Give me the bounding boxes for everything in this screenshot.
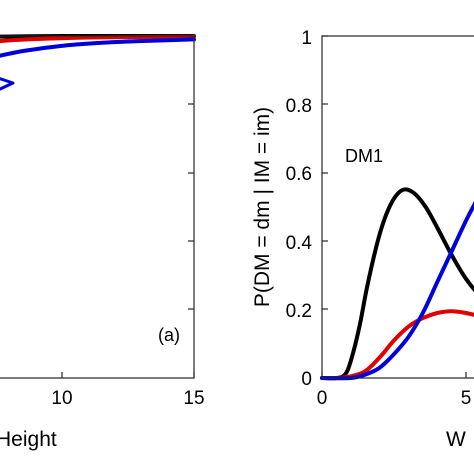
panel-b-ytick-0.8: 0.8 (286, 96, 312, 117)
panel-b-ticks (321, 35, 467, 379)
panel-b-ytick-0.6: 0.6 (286, 164, 312, 185)
panel-a-axes-box (0, 35, 195, 379)
panel-b: 1 0.8 0.6 0.4 0.2 0 0 5 P(DM = dm | IM =… (251, 28, 474, 451)
panel-a-label: (a) (158, 325, 180, 345)
panel-b-ytick-1: 1 (301, 28, 312, 49)
a-series-2-line (0, 34, 196, 44)
panel-b-ytick-0.2: 0.2 (286, 301, 312, 322)
panel-b-ytick-0: 0 (301, 369, 312, 390)
panel-a-ticks (61, 35, 195, 378)
a-series-3-line (0, 37, 196, 58)
panel-b-xlabel: W (446, 428, 466, 451)
panel-a: (a) 10 15 Height (0, 33, 205, 451)
panel-a-xtick-15: 15 (183, 388, 204, 409)
panel-a-curves (0, 33, 196, 91)
panel-b-ytick-0.4: 0.4 (286, 233, 313, 254)
panel-b-xtick-5: 5 (461, 388, 472, 409)
panel-b-axes-box (321, 35, 474, 379)
b-series-2-line (320, 309, 474, 381)
panel-b-ylabel: P(DM = dm | IM = im) (251, 107, 274, 307)
panel-b-xtick-0: 0 (317, 388, 328, 409)
panel-a-xlabel: Height (0, 428, 57, 451)
panel-b-curves (320, 187, 474, 381)
panel-b-annotation-dm1: DM1 (345, 146, 383, 166)
panel-a-xtick-10: 10 (51, 388, 72, 409)
b-series-3-line (320, 201, 474, 381)
b-series-1-line (320, 187, 474, 381)
panel-a-blue-marker (0, 77, 15, 91)
